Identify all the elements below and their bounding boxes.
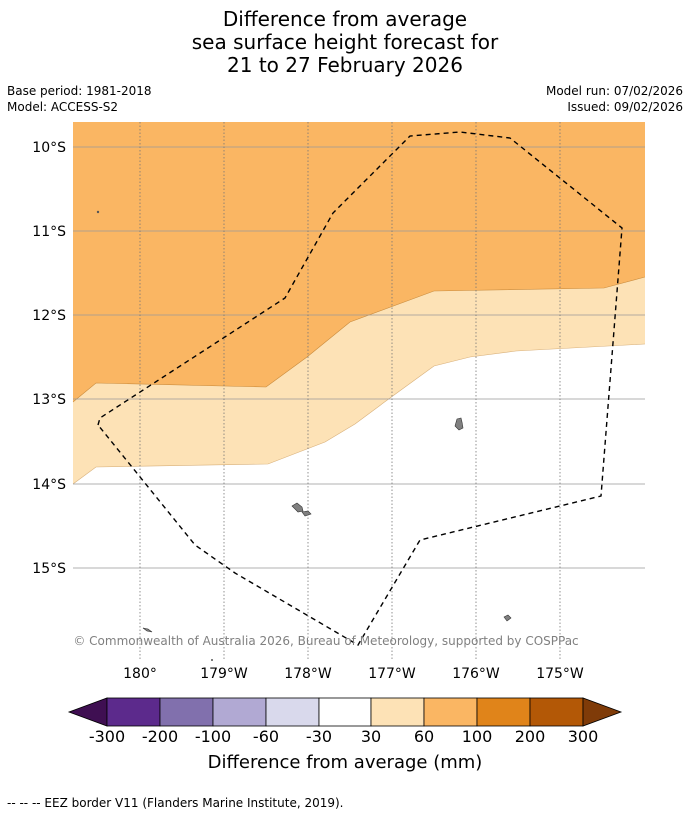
lon-label: 176°W (452, 666, 500, 682)
colorbar-bin (106, 697, 161, 727)
copyright-notice: © Commonwealth of Australia 2026, Bureau… (73, 634, 578, 648)
lon-label: 178°W (284, 666, 332, 682)
lon-label: 180° (123, 666, 157, 682)
contour-30 (72, 343, 646, 485)
islands (96, 210, 512, 661)
colorbar-tick-label: 60 (413, 727, 435, 746)
colorbar-bin (318, 697, 372, 727)
lon-label: 179°W (200, 666, 248, 682)
eez-footnote: -- -- -- EEZ border V11 (Flanders Marine… (7, 796, 344, 810)
colorbar-bin (265, 697, 320, 727)
lat-labels: 10°S 11°S 12°S 13°S 14°S 15°S (32, 140, 66, 577)
colorbar-bin (370, 697, 425, 727)
island (142, 627, 153, 633)
colorbar-extend-low (67, 697, 108, 727)
model-name: Model: ACCESS-S2 (7, 100, 119, 114)
colorbar-bin (212, 697, 267, 727)
anomaly-band-30-60 (73, 277, 645, 484)
colorbar-tick-label: -30 (305, 727, 333, 746)
lat-label: 11°S (32, 224, 66, 240)
colorbar-bin (423, 697, 478, 727)
island (96, 210, 100, 214)
lat-label: 14°S (32, 477, 66, 493)
colorbar-tick-label: 30 (360, 727, 382, 746)
chart-title: Difference from average sea surface heig… (0, 8, 690, 77)
lon-labels: 180° 179°W 178°W 177°W 176°W 175°W (123, 666, 584, 682)
issued-date: Issued: 09/02/2026 (567, 100, 683, 114)
meta-right: Model run: 07/02/2026 Issued: 09/02/2026 (546, 83, 683, 115)
lat-label: 13°S (32, 392, 66, 408)
map-panel: © Commonwealth of Australia 2026, Bureau… (72, 122, 646, 661)
title-line-3: 21 to 27 February 2026 (227, 53, 463, 77)
lon-label: 175°W (536, 666, 584, 682)
island (291, 502, 304, 513)
title-line-2: sea surface height forecast for (191, 30, 499, 54)
lon-label: 177°W (368, 666, 416, 682)
anomaly-band-60-100 (73, 122, 645, 402)
colorbar-tick-label: -100 (194, 727, 232, 746)
colorbar-tick-label: 200 (514, 727, 546, 746)
lat-label: 15°S (32, 561, 66, 577)
colorbar-bin (159, 697, 214, 727)
colorbar-tick-label: 100 (461, 727, 493, 746)
colorbar-bin (529, 697, 584, 727)
colorbar-tick-label: -60 (252, 727, 280, 746)
colorbar-tick-label: -200 (141, 727, 179, 746)
colorbar-tick-label: 300 (567, 727, 599, 746)
colorbar-bin (476, 697, 531, 727)
colorbar (67, 697, 623, 727)
eez-border (97, 131, 623, 646)
lat-label: 12°S (32, 308, 66, 324)
base-period: Base period: 1981-2018 (7, 84, 152, 98)
model-run: Model run: 07/02/2026 (545, 84, 683, 98)
colorbar-tick-label: -300 (88, 727, 126, 746)
island (301, 510, 312, 517)
meta-left: Base period: 1981-2018 Model: ACCESS-S2 (7, 83, 152, 115)
colorbar-extend-high (582, 697, 623, 727)
contour-60 (72, 276, 646, 403)
title-line-1: Difference from average (222, 7, 468, 31)
island (503, 614, 512, 622)
graticule (73, 122, 645, 660)
island (454, 417, 464, 431)
island (211, 659, 213, 661)
colorbar-title: Difference from average (mm) (207, 752, 483, 773)
lat-label: 10°S (32, 140, 66, 156)
